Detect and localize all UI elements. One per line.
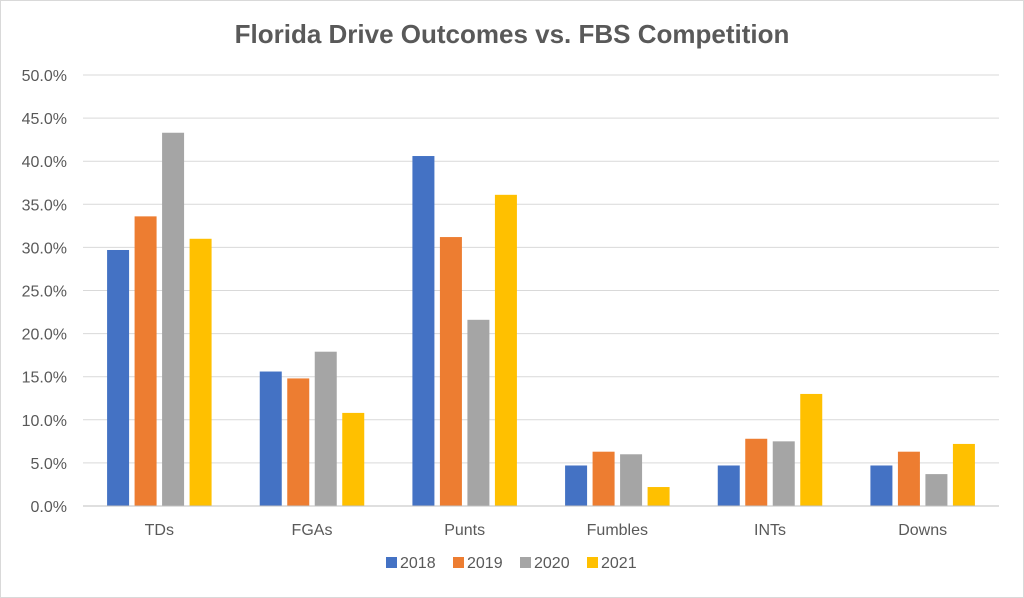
legend-swatch-2019 [453, 557, 464, 568]
x-category-label: Downs [898, 522, 947, 539]
legend-label-2018: 2018 [400, 555, 436, 572]
y-tick-label: 5.0% [31, 456, 67, 473]
bar-tds-2020 [162, 132, 185, 506]
legend-label-2020: 2020 [534, 555, 570, 572]
bar-ints-2020 [772, 441, 795, 506]
y-tick-label: 30.0% [22, 240, 67, 257]
y-tick-label: 45.0% [22, 111, 67, 128]
bar-punts-2018 [412, 156, 435, 506]
bar-ints-2018 [717, 465, 740, 506]
bar-fumbles-2021 [647, 487, 670, 506]
bar-tds-2018 [107, 249, 130, 506]
bar-downs-2019 [897, 451, 920, 506]
bar-tds-2019 [134, 216, 157, 507]
bar-ints-2021 [800, 393, 823, 506]
x-category-label: INTs [754, 522, 786, 539]
y-tick-label: 10.0% [22, 413, 67, 430]
bar-fumbles-2019 [592, 451, 615, 506]
bar-punts-2021 [494, 194, 517, 506]
y-tick-label: 20.0% [22, 327, 67, 344]
legend-swatch-2020 [520, 557, 531, 568]
bar-fgas-2018 [259, 371, 282, 506]
bar-downs-2018 [870, 465, 893, 506]
y-tick-label: 25.0% [22, 284, 67, 301]
legend: 2018 2019 2020 2021 [386, 555, 637, 572]
bar-fgas-2019 [287, 378, 310, 506]
bar-punts-2020 [467, 319, 490, 506]
bar-fgas-2020 [314, 351, 337, 506]
y-tick-label: 15.0% [22, 370, 67, 387]
legend-label-2019: 2019 [467, 555, 503, 572]
x-category-label: TDs [145, 522, 174, 539]
x-category-label: Fumbles [587, 522, 648, 539]
gridlines [83, 74, 999, 464]
bar-ints-2019 [745, 438, 768, 506]
y-tick-label: 35.0% [22, 197, 67, 214]
bar-tds-2021 [189, 238, 212, 506]
x-category-label: Punts [444, 522, 485, 539]
y-tick-label: 50.0% [22, 68, 67, 85]
x-axis-categories: TDs FGAs Punts Fumbles INTs Downs [145, 522, 947, 539]
bar-fumbles-2020 [620, 454, 643, 506]
legend-swatch-2021 [587, 557, 598, 568]
y-tick-label: 0.0% [31, 499, 67, 516]
legend-label-2021: 2021 [601, 555, 637, 572]
bar-downs-2021 [952, 443, 975, 506]
bar-punts-2019 [439, 237, 462, 506]
bars [107, 132, 975, 507]
legend-swatch-2018 [386, 557, 397, 568]
bar-downs-2020 [925, 474, 948, 506]
x-category-label: FGAs [292, 522, 333, 539]
y-tick-label: 40.0% [22, 154, 67, 171]
y-axis-ticks: 0.0% 5.0% 10.0% 15.0% 20.0% 25.0% 30.0% 35.0% 40… [22, 68, 67, 516]
chart-title: Florida Drive Outcomes vs. FBS Competiti… [235, 19, 790, 49]
bar-fgas-2021 [342, 412, 365, 506]
bar-fumbles-2018 [565, 465, 588, 506]
